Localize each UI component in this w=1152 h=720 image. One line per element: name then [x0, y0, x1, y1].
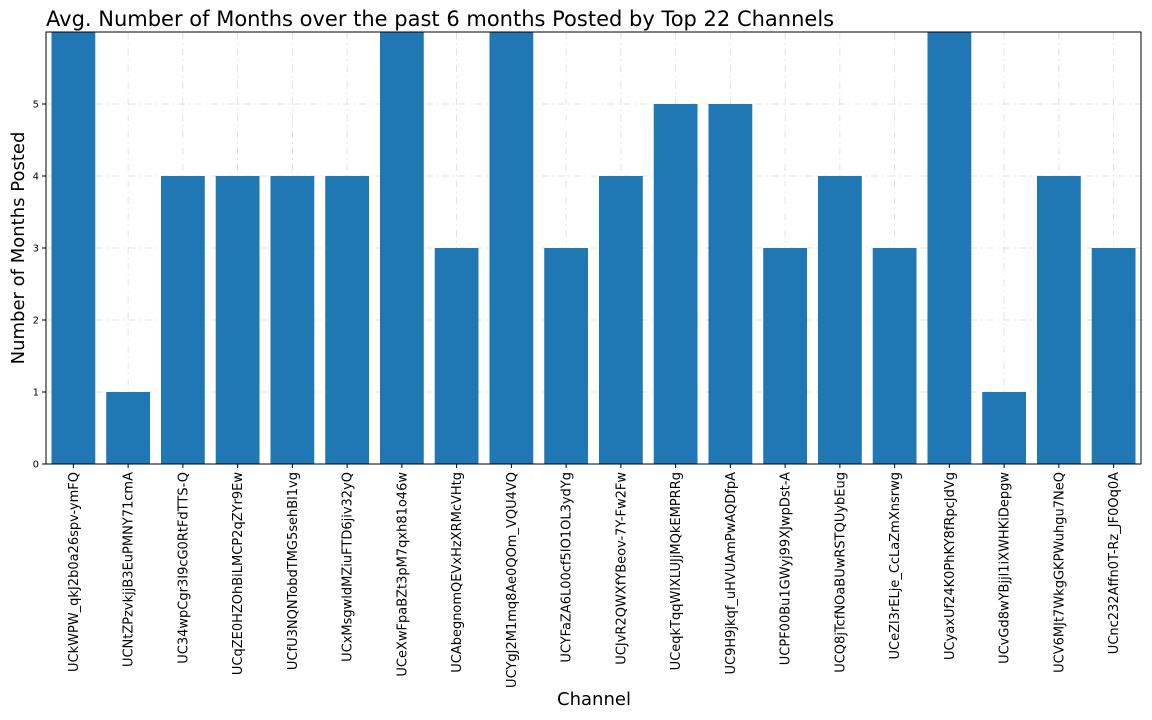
bar [653, 104, 698, 464]
x-tick-label: UCeXwFpaBZt3pM7qxh81o46w [395, 472, 410, 677]
x-tick-label: UCYgJ2M1mq8Ae0QOm_VQU4VQ [505, 472, 520, 688]
bar [51, 32, 96, 464]
bar [817, 176, 862, 464]
y-tick-label: 1 [33, 388, 39, 399]
chart-title: Avg. Number of Months over the past 6 mo… [46, 7, 834, 31]
bar [106, 392, 151, 464]
x-tick-label: UCyaxUf24K0PhKY8fRpcJdVg [943, 472, 958, 660]
bar [927, 32, 972, 464]
bar [708, 104, 753, 464]
bar [325, 176, 370, 464]
bar [270, 176, 315, 464]
x-tick-label: UC34wpCgr3I9cG0RtFdTTS-Q [176, 472, 191, 664]
bar [160, 176, 205, 464]
grid-lines [46, 32, 1141, 465]
x-tick-label: UCYFaZA6L00cf5IO1OL3ydYg [560, 472, 575, 663]
x-tick-label: UCPF00Bu1GWyj99XJwpDst-A [779, 472, 794, 665]
x-tick-label: UCNtZPzvkjjB3EuPMNY71cmA [122, 472, 137, 667]
bar [489, 32, 534, 464]
bar [763, 248, 808, 464]
bar [215, 176, 260, 464]
bar [434, 248, 479, 464]
bar [379, 32, 424, 464]
x-tick-label: UCAbegnomQEVxHzXRMcVHtg [450, 472, 465, 673]
x-tick-label: UCnc232Affn0T-Rz_JF0Oq0A [1107, 472, 1122, 654]
x-tick-label: UCfU3NQNTobdTMG5sehBl1vg [286, 472, 301, 670]
bar [598, 176, 643, 464]
x-tick-label: UCkWPW_qkJ2b0a26spv-ymFQ [67, 472, 82, 672]
x-tick-label: UCQ8jTcfNOaBUwRSTQUybEug [833, 472, 848, 673]
y-axis-ticks: 0 1 2 3 4 5 [33, 100, 46, 471]
x-tick-label: UCeZl3rELje_CcLaZmXnsrwg [888, 472, 903, 659]
y-tick-label: 4 [33, 172, 39, 183]
bars [51, 32, 1136, 464]
x-tick-label: UCxMsgwldMZiuFTD6jiv32yQ [341, 472, 356, 662]
x-tick-label: UCqZE0HZOhBiLMCP2qZYr9Ew [231, 472, 246, 675]
x-tick-label: UCeqkTqqWlXLUJjMQkEMPRRg [669, 472, 684, 670]
bar [544, 248, 589, 464]
y-tick-label: 0 [33, 460, 39, 471]
bar [872, 248, 917, 464]
y-tick-label: 3 [33, 244, 39, 255]
x-tick-label: UCJvR2QWXfYBeov-7Y-Fw2Fw [614, 472, 629, 665]
x-tick-label: UC9H9jkqf_uHVUAmPwAQDfpA [724, 472, 739, 675]
bar [1036, 176, 1081, 464]
y-tick-label: 2 [33, 316, 39, 327]
y-tick-label: 5 [33, 100, 39, 111]
x-tick-label: UCvGd8wYBjjl1iXWHKiDepgw [998, 472, 1013, 664]
x-axis-label: Channel [557, 689, 631, 710]
x-axis-ticks: UCkWPW_qkJ2b0a26spv-ymFQ UCNtZPzvkjjB3EuP… [67, 464, 1122, 688]
bar [982, 392, 1027, 464]
bar [1091, 248, 1136, 464]
x-tick-label: UCV6MJt7WkgGKPWuhgu7NeQ [1052, 472, 1067, 673]
y-axis-label: Number of Months Posted [8, 132, 29, 365]
